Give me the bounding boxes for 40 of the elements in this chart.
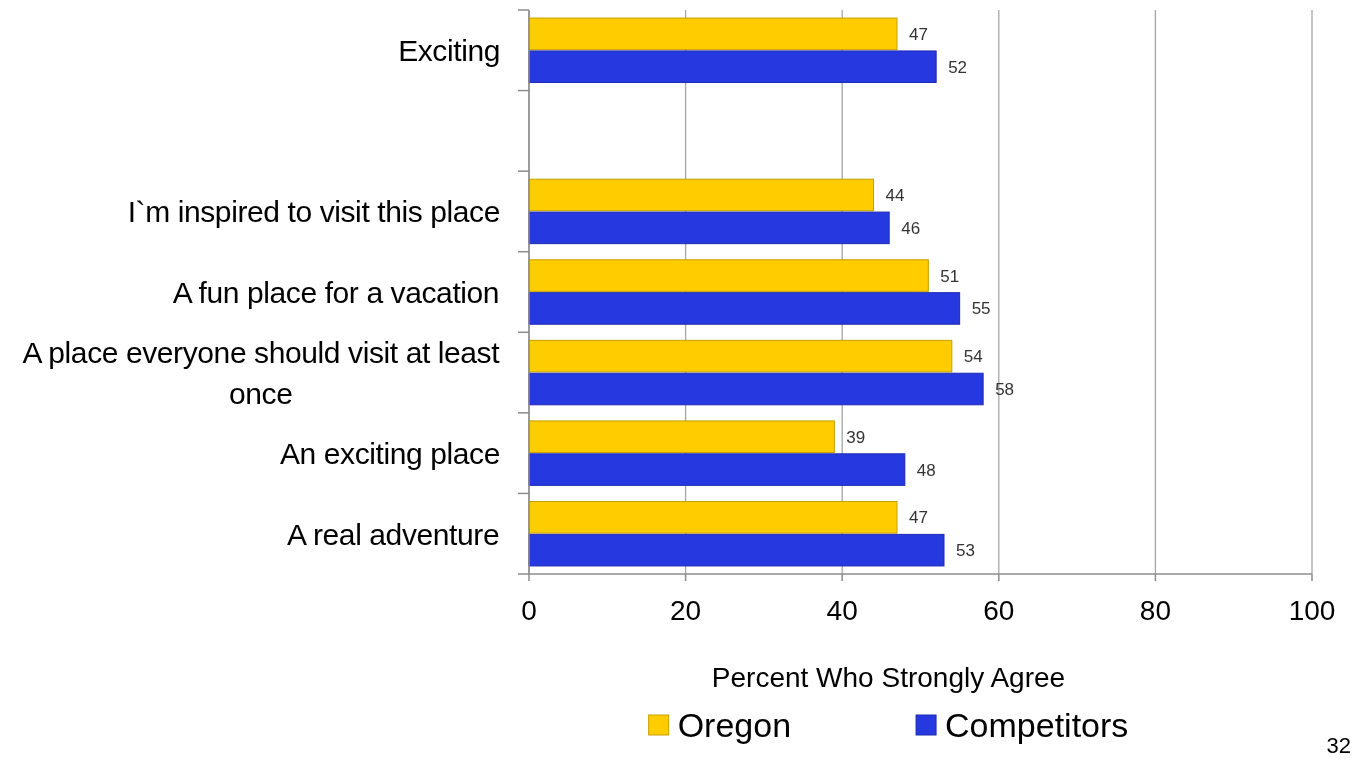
x-tick-label: 0 (521, 595, 537, 626)
y-tick-label: A fun place for a vacation (172, 275, 500, 309)
bar (528, 420, 835, 453)
data-label: 55 (971, 298, 991, 318)
legend-label: Oregon (677, 706, 792, 744)
x-axis-title: Percent Who Strongly Agree (711, 662, 1066, 693)
bar (528, 533, 945, 567)
text: 32 (1326, 733, 1351, 758)
data-label: 51 (940, 266, 960, 286)
y-tick-label: I`m inspired to visit this place (127, 194, 500, 228)
bar (528, 339, 953, 373)
bar (528, 453, 906, 486)
data-label: 53 (955, 540, 975, 560)
y-tick-label: A real adventure (287, 517, 500, 551)
x-tick-label: 20 (670, 595, 702, 626)
bar (528, 292, 961, 325)
legend-label: Competitors (945, 706, 1129, 744)
bar (528, 259, 929, 292)
bar (528, 17, 898, 51)
x-tick-label: 40 (826, 595, 858, 626)
y-tick-label: A place everyone should visit at least once (22, 335, 501, 410)
bar (528, 500, 898, 534)
y-tick-label: An exciting place (279, 436, 501, 470)
data-label: 54 (963, 346, 983, 366)
x-tick-label: 60 (983, 595, 1015, 626)
bar (528, 178, 875, 212)
data-label: 47 (909, 24, 928, 44)
data-label: 48 (916, 460, 936, 480)
bar (528, 211, 890, 245)
bar (528, 372, 984, 406)
x-tick-label: 100 (1288, 595, 1336, 626)
data-label: 44 (885, 185, 905, 205)
data-label: 58 (995, 379, 1015, 399)
data-label: 52 (948, 57, 968, 77)
data-label: 47 (909, 507, 928, 527)
data-label: 39 (846, 427, 866, 447)
x-tick-label: 80 (1139, 595, 1171, 626)
bar (528, 50, 937, 84)
y-tick-label: Exciting (398, 33, 501, 67)
data-label: 46 (901, 218, 921, 238)
